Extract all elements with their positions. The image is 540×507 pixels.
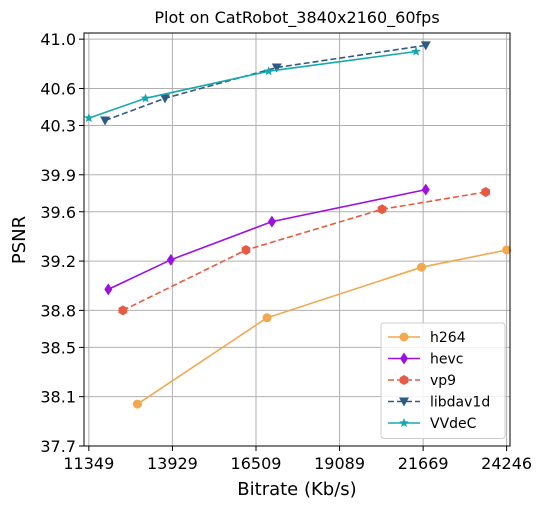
series-line-hevc	[107, 188, 426, 291]
y-tick-label: 38.5	[40, 338, 76, 357]
chart-title: Plot on CatRobot_3840x2160_60fps	[154, 8, 439, 28]
legend-entry-vvdec: VVdeC	[388, 416, 477, 432]
x-tick-label: 19089	[314, 454, 365, 473]
plot-area-frame	[83, 32, 511, 447]
series-h264	[132, 245, 512, 409]
data-point-h264	[502, 245, 512, 255]
data-point-vp9	[377, 204, 387, 215]
grid	[84, 33, 510, 447]
data-point-hevc	[166, 253, 175, 266]
series-line-libdav1d	[104, 44, 426, 122]
data-point-vp9	[241, 244, 251, 255]
data-point-hevc	[267, 215, 276, 228]
y-tick-label: 41.0	[40, 30, 76, 49]
data-point-libdav1d	[159, 94, 170, 104]
x-axis-title: Bitrate (Kb/s)	[237, 479, 356, 500]
legend-marker-hevc	[400, 352, 408, 365]
data-point-hevc	[104, 283, 113, 296]
x-tick-label: 16509	[231, 454, 282, 473]
series-line-vvdec	[88, 50, 417, 119]
legend-label-h264: h264	[430, 330, 466, 346]
axes: 11349 13929 16509 19089 21669 24246 37.7 38.1 38…	[40, 30, 532, 473]
y-tick-label: 39.9	[40, 166, 76, 185]
legend-label-vp9: vp9	[430, 373, 456, 389]
legend-entry-libdav1d: libdav1d	[388, 395, 490, 411]
legend-entry-hevc: hevc	[388, 352, 463, 368]
data-point-libdav1d	[420, 41, 431, 51]
legend-box	[380, 322, 506, 439]
legend: h264 hevc vp9 libdav1d VVdeC	[380, 322, 506, 439]
series-hevc	[104, 183, 430, 296]
data-point-libdav1d	[271, 63, 282, 73]
y-tick-label: 38.8	[40, 301, 76, 320]
series-libdav1d	[100, 41, 431, 126]
series-vvdec	[84, 46, 421, 123]
legend-marker-libdav1d	[399, 397, 409, 407]
data-point-vp9	[118, 305, 128, 316]
legend-label-hevc: hevc	[430, 352, 463, 368]
data-point-h264	[417, 262, 427, 272]
data-point-libdav1d	[100, 116, 111, 126]
data-point-vvdec	[140, 93, 151, 103]
x-tick-label: 21669	[398, 454, 449, 473]
y-axis-title: PSNR	[9, 216, 30, 264]
data-point-hevc	[421, 183, 430, 196]
y-tick-label: 38.1	[40, 388, 76, 407]
legend-label-vvdec: VVdeC	[430, 416, 477, 432]
data-point-h264	[132, 399, 142, 409]
legend-label-libdav1d: libdav1d	[430, 395, 490, 411]
series-vp9	[118, 187, 491, 316]
x-tick-label: 13929	[147, 454, 198, 473]
series-line-vp9	[122, 191, 486, 312]
y-tick-label: 40.3	[40, 116, 76, 135]
data-point-vvdec	[411, 46, 421, 56]
data-point-vvdec	[263, 66, 274, 76]
y-tick-label: 39.2	[40, 252, 76, 271]
x-tick-label: 11349	[63, 454, 114, 473]
data-point-h264	[262, 313, 272, 323]
legend-marker-vvdec	[399, 418, 409, 428]
y-tick-label: 39.6	[40, 203, 76, 222]
legend-entry-vp9: vp9	[388, 373, 456, 389]
legend-entry-h264: h264	[388, 330, 466, 346]
x-tick-label: 24246	[481, 454, 532, 473]
series-layer	[84, 41, 512, 409]
series-line-h264	[137, 249, 507, 405]
legend-marker-vp9	[399, 375, 409, 385]
legend-marker-h264	[399, 332, 409, 342]
y-tick-label: 40.6	[40, 79, 76, 98]
data-point-vp9	[481, 187, 491, 198]
y-tick-label: 37.7	[40, 437, 76, 456]
data-point-vvdec	[84, 113, 94, 123]
